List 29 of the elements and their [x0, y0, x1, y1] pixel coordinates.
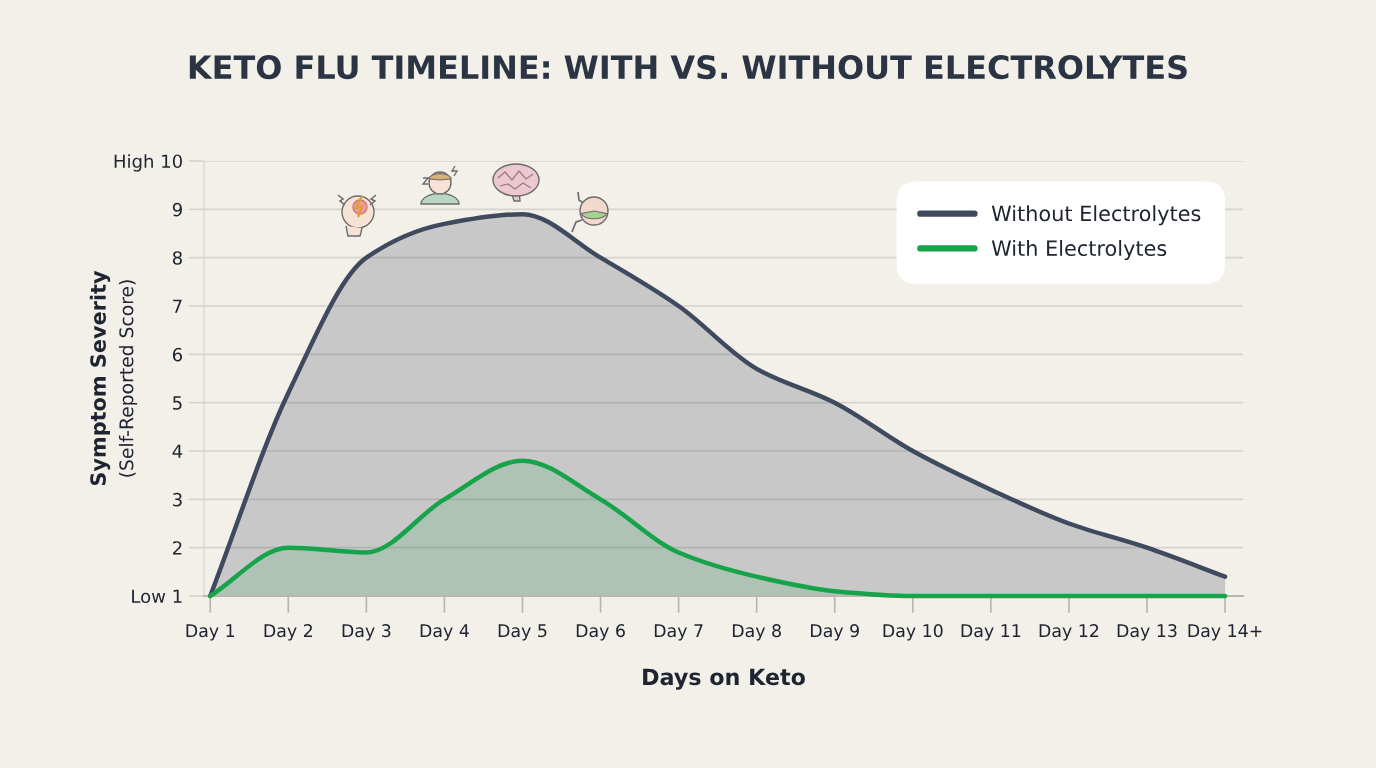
x-tick-label: Day 8 [732, 624, 781, 641]
x-tick-label: Day 7 [654, 624, 703, 641]
y-tick-label: 9 [172, 202, 182, 217]
x-tick-label: Day 6 [576, 624, 625, 641]
x-axis-title: Days on Keto [643, 668, 805, 690]
x-tick-label: Day 3 [342, 624, 391, 641]
x-tick-label: Day 5 [498, 624, 547, 641]
x-tick-label: Day 12 [1039, 624, 1099, 641]
x-tick-label: Day 1 [186, 624, 235, 641]
x-tick-label: Day 4 [420, 624, 469, 641]
x-tick-label: Day 13 [1117, 624, 1177, 641]
x-tick-label: Day 10 [883, 624, 943, 641]
x-tick-label: Day 11 [961, 624, 1021, 641]
chart-title: KETO FLU TIMELINE: WITH VS. WITHOUT ELECTROLYTES [189, 55, 1187, 80]
y-tick-label: High 10 [114, 154, 182, 172]
y-tick-label: 5 [173, 396, 182, 410]
x-tick-label: Day 14+ [1188, 624, 1262, 641]
y-tick-label: 7 [173, 299, 182, 313]
y-tick-label: 6 [172, 347, 183, 362]
x-tick-label: Day 9 [811, 624, 859, 641]
y-tick-label: 3 [173, 492, 182, 507]
legend-label: Without Electrolytes [991, 205, 1201, 226]
x-tick-label: Day 2 [264, 624, 312, 641]
y-tick-label: Low 1 [132, 589, 182, 604]
legend-label: With Electrolytes [991, 239, 1167, 261]
y-tick-label: 8 [172, 251, 182, 265]
y-tick-label: 4 [172, 444, 183, 458]
y-axis-title: Symptom Severity (Self-Reported Score) [89, 270, 138, 486]
y-tick-label: 2 [173, 541, 182, 555]
